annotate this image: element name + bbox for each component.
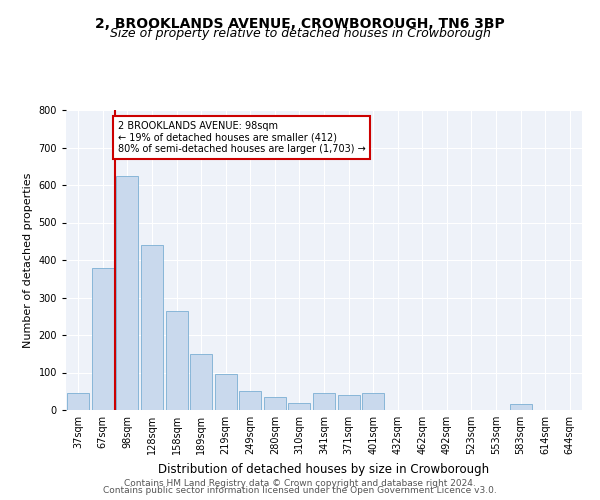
Bar bbox=[338, 395, 359, 410]
Y-axis label: Number of detached properties: Number of detached properties bbox=[23, 172, 33, 348]
Text: 2 BROOKLANDS AVENUE: 98sqm
← 19% of detached houses are smaller (412)
80% of sem: 2 BROOKLANDS AVENUE: 98sqm ← 19% of deta… bbox=[118, 121, 365, 154]
Bar bbox=[289, 402, 310, 410]
Bar bbox=[67, 393, 89, 410]
Bar bbox=[362, 393, 384, 410]
Text: Size of property relative to detached houses in Crowborough: Size of property relative to detached ho… bbox=[110, 28, 490, 40]
Bar bbox=[215, 374, 237, 410]
Bar bbox=[239, 391, 262, 410]
Bar bbox=[190, 354, 212, 410]
Text: 2, BROOKLANDS AVENUE, CROWBOROUGH, TN6 3BP: 2, BROOKLANDS AVENUE, CROWBOROUGH, TN6 3… bbox=[95, 18, 505, 32]
Bar bbox=[313, 393, 335, 410]
Bar bbox=[92, 268, 114, 410]
Bar bbox=[166, 310, 188, 410]
Bar bbox=[509, 404, 532, 410]
X-axis label: Distribution of detached houses by size in Crowborough: Distribution of detached houses by size … bbox=[158, 462, 490, 475]
Text: Contains HM Land Registry data © Crown copyright and database right 2024.: Contains HM Land Registry data © Crown c… bbox=[124, 478, 476, 488]
Bar bbox=[141, 245, 163, 410]
Bar bbox=[264, 397, 286, 410]
Bar bbox=[116, 176, 139, 410]
Text: Contains public sector information licensed under the Open Government Licence v3: Contains public sector information licen… bbox=[103, 486, 497, 495]
